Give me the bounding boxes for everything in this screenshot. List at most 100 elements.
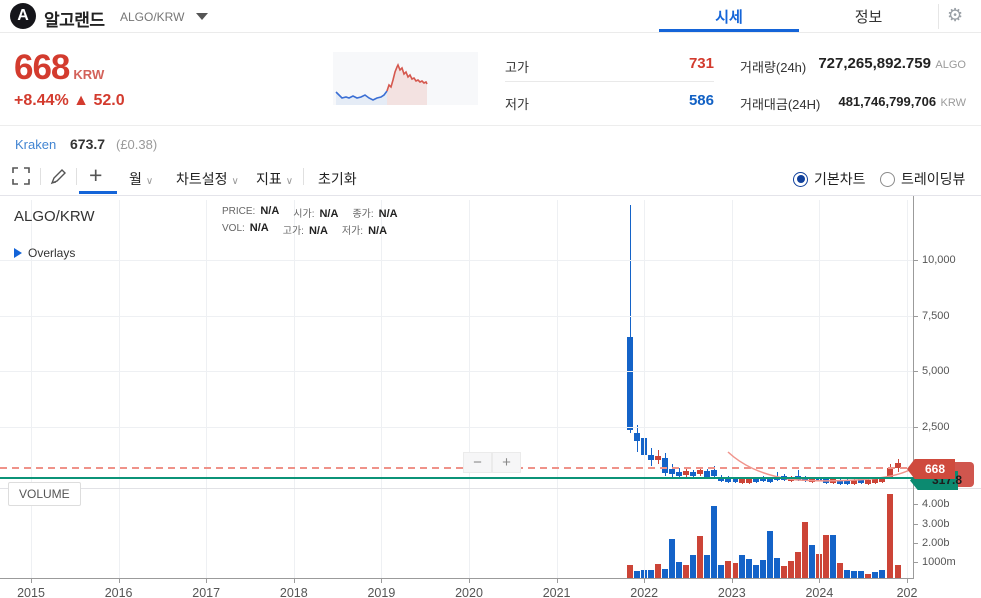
volume-axis-label: 4.00b [922, 498, 950, 510]
x-axis-tick [381, 578, 383, 583]
gridline-vertical [31, 200, 32, 578]
legend-close-label: 종가: [352, 209, 374, 220]
toolbar-separator [76, 168, 77, 185]
radio-tradingview-label: 트레이딩뷰 [901, 171, 966, 187]
zoom-out-button[interactable]: − [463, 452, 492, 473]
volume-bar [795, 552, 801, 578]
overlays-toggle[interactable]: Overlays [14, 246, 75, 260]
zoom-in-button[interactable]: + [492, 452, 521, 473]
volume-bar [676, 562, 682, 578]
mini-sparkline [333, 52, 478, 105]
candle-wick [664, 453, 666, 476]
volume-axis-label: 3.00b [922, 518, 950, 530]
x-axis-tick [644, 578, 646, 583]
volume-bar [760, 560, 766, 578]
chart-settings-dropdown[interactable]: 차트설정 ∨ [176, 169, 239, 189]
volume-bar [802, 522, 808, 578]
volume-bar [697, 536, 703, 578]
volume-bar [669, 539, 675, 578]
candle-wick [706, 469, 708, 479]
candle-wick [804, 476, 806, 482]
summary-bottom-border [0, 125, 981, 126]
price-value: 668 [14, 48, 70, 87]
volume-bar [823, 535, 829, 578]
header-divider [938, 4, 939, 29]
tab-price[interactable]: 시세 [659, 0, 799, 32]
candle-wick [874, 478, 876, 484]
tab-info[interactable]: 정보 [799, 0, 938, 32]
volume-bar [648, 570, 654, 578]
volume-bar [690, 555, 696, 578]
volume-bar [655, 564, 661, 578]
legend-close-value: N/A [378, 208, 398, 220]
toolbar-separator [303, 168, 304, 185]
volume-bar [739, 555, 745, 578]
gridline-horizontal [0, 260, 913, 261]
radio-tradingview[interactable]: 트레이딩뷰 [880, 169, 965, 189]
volume-bar [895, 565, 901, 578]
candle-wick [762, 476, 764, 482]
crosshair-plus-icon[interactable]: + [89, 162, 103, 188]
reset-button[interactable]: 초기화 [318, 171, 357, 187]
gear-icon[interactable]: ⚙ [947, 5, 964, 25]
x-axis-year-label: 2019 [367, 586, 396, 598]
candle-wick [889, 464, 891, 478]
algorand-logo-icon: A [10, 3, 36, 29]
turnover-value: 481,746,799,706 [838, 94, 937, 109]
volume-bar [662, 569, 668, 578]
volume-bar [830, 535, 836, 578]
candle-wick [755, 477, 757, 483]
fullscreen-icon[interactable] [12, 167, 30, 190]
turnover-unit: KRW [940, 97, 966, 109]
legend-open-label: 시가: [293, 209, 315, 220]
x-axis-tick [556, 578, 558, 583]
x-axis-tick [31, 578, 32, 583]
chevron-down-icon[interactable] [196, 13, 208, 20]
period-dropdown[interactable]: 월 ∨ [129, 169, 153, 189]
radio-selected-icon [793, 171, 808, 187]
gridline-vertical [293, 200, 295, 578]
legend-price-label: PRICE: [222, 206, 256, 217]
pair-label: ALGO/KRW [120, 10, 185, 24]
gridline-vertical [469, 200, 470, 578]
candle-wick [643, 430, 645, 461]
x-axis-tick [206, 578, 208, 583]
chevron-down-icon: ∨ [145, 176, 154, 187]
gridline-horizontal [0, 427, 913, 428]
volume24h-unit: ALGO [935, 59, 966, 71]
base-price-line [0, 477, 913, 479]
x-axis-tick [469, 578, 470, 583]
change-absolute: 52.0 [93, 92, 125, 109]
volume24h-label: 거래량(24h) [740, 60, 807, 75]
gridline-vertical [819, 200, 821, 578]
legend-open-value: N/A [319, 208, 339, 220]
x-axis-tick [731, 578, 733, 583]
volume-axis-tick [913, 504, 918, 505]
candlestick-chart[interactable]: 1000m 2.00b 3.00b 4.00b 2,500 5,000 7,500 10,00… [0, 196, 981, 598]
candle-wick [860, 478, 862, 484]
candle-wick [881, 477, 883, 483]
x-axis-year-label: 2016 [104, 586, 133, 598]
up-arrow-icon: ▲ [73, 92, 90, 109]
x-axis-line [0, 578, 914, 579]
candle-wick [629, 205, 631, 433]
volume-bar [788, 561, 794, 578]
draw-pencil-icon[interactable] [50, 167, 68, 190]
candle-wick [741, 478, 743, 484]
chevron-down-icon: ∨ [285, 176, 294, 187]
exchange-link[interactable]: Kraken [15, 137, 57, 152]
gridline-vertical [731, 200, 733, 578]
candle-wick [797, 470, 799, 481]
x-axis-year-label: 2021 [542, 586, 571, 598]
volume-bar [879, 570, 885, 578]
volume-bar [858, 571, 864, 578]
chart-symbol-label: ALGO/KRW [14, 208, 95, 225]
x-axis-year-label: 202 [896, 586, 918, 598]
x-axis-year-label: 2023 [717, 586, 746, 598]
volume-bar [809, 545, 815, 578]
radio-basic-chart-label: 기본차트 [814, 171, 866, 187]
radio-basic-chart[interactable]: 기본차트 [793, 169, 866, 189]
indicators-dropdown[interactable]: 지표 ∨ [256, 169, 293, 189]
volume24h-value: 727,265,892.759 [818, 55, 931, 72]
volume-bar [627, 565, 633, 578]
